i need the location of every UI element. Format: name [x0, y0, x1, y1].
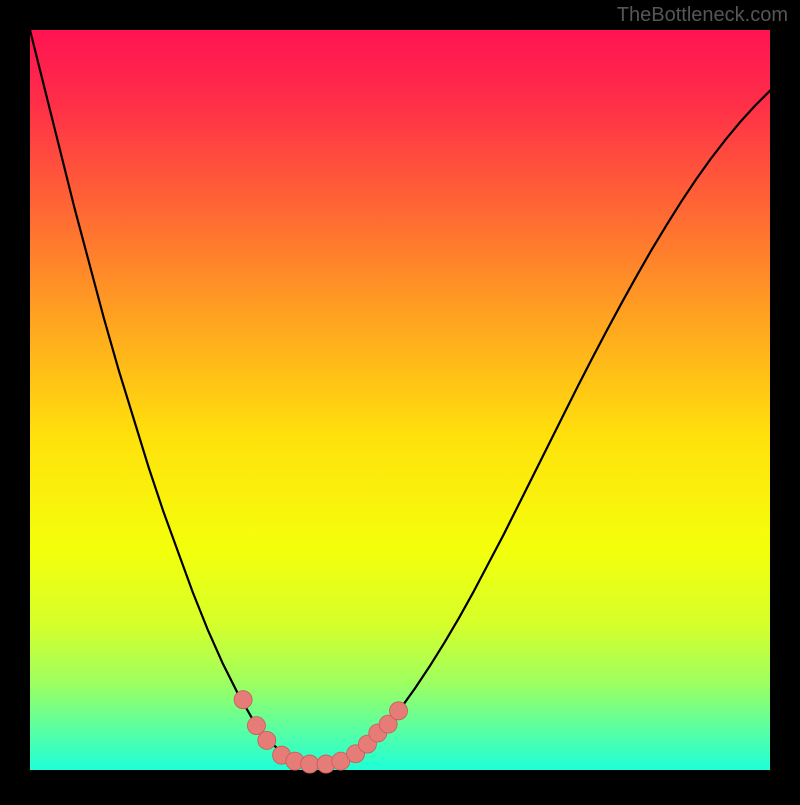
- chart-svg: [0, 0, 800, 800]
- marker-dot: [258, 731, 276, 749]
- marker-dot: [301, 755, 319, 773]
- watermark-text: TheBottleneck.com: [617, 4, 788, 27]
- bottleneck-chart: TheBottleneck.com: [0, 0, 800, 800]
- marker-dot: [390, 702, 408, 720]
- plot-background: [30, 30, 770, 770]
- marker-dot: [247, 717, 265, 735]
- marker-dot: [234, 691, 252, 709]
